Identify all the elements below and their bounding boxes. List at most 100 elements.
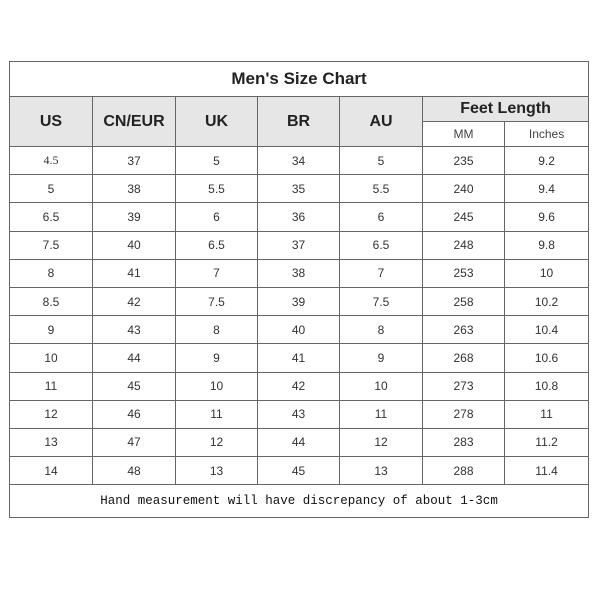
cell-inches: 10	[503, 258, 590, 288]
cell-mm: 288	[422, 456, 505, 486]
header-mm: MM	[422, 121, 505, 147]
table-row: 12 46 11 43 11 278 11	[9, 399, 590, 429]
cell-uk: 5.5	[175, 174, 258, 204]
cell-inches: 10.6	[503, 343, 590, 373]
cell-uk: 13	[175, 456, 258, 486]
cell-au: 13	[339, 456, 423, 486]
cell-uk: 11	[175, 399, 258, 429]
cell-inches: 9.8	[503, 230, 590, 260]
cell-inches: 11.2	[503, 427, 590, 458]
cell-cn-eur: 46	[92, 399, 176, 429]
table-row: 6.5 39 6 36 6 245 9.6	[9, 202, 590, 232]
cell-au: 7.5	[339, 286, 423, 317]
cell-cn-eur: 47	[92, 427, 176, 458]
cell-inches: 9.6	[503, 202, 590, 232]
cell-inches: 9.4	[503, 174, 590, 204]
table-row: 8.5 42 7.5 39 7.5 258 10.2	[9, 286, 590, 317]
cell-cn-eur: 39	[92, 202, 176, 232]
cell-mm: 240	[422, 174, 505, 204]
table-row: 11 45 10 42 10 273 10.8	[9, 371, 590, 401]
cell-us: 14	[9, 456, 93, 486]
cell-mm: 273	[422, 371, 505, 401]
cell-uk: 7	[175, 258, 258, 288]
cell-br: 42	[257, 371, 340, 401]
table-row: 5 38 5.5 35 5.5 240 9.4	[9, 174, 590, 204]
cell-mm: 245	[422, 202, 505, 232]
cell-br: 36	[257, 202, 340, 232]
cell-us: 9	[9, 315, 93, 345]
cell-us: 8	[9, 258, 93, 288]
cell-us: 10	[9, 343, 93, 373]
table-row: 14 48 13 45 13 288 11.4	[9, 456, 590, 486]
cell-mm: 235	[422, 145, 505, 176]
cell-inches: 11	[503, 399, 590, 429]
header-us: US	[9, 96, 93, 147]
cell-mm: 258	[422, 286, 505, 317]
table-row: 13 47 12 44 12 283 11.2	[9, 427, 590, 458]
header-inches: Inches	[503, 121, 590, 147]
cell-mm: 268	[422, 343, 505, 373]
cell-us: 13	[9, 427, 93, 458]
header-br: BR	[257, 96, 340, 147]
cell-cn-eur: 41	[92, 258, 176, 288]
size-chart-table: Men's Size Chart US CN/EUR UK BR AU Feet…	[8, 61, 590, 519]
cell-cn-eur: 37	[92, 145, 176, 176]
cell-br: 40	[257, 315, 340, 345]
cell-us: 6.5	[9, 202, 93, 232]
cell-mm: 248	[422, 230, 505, 260]
cell-mm: 283	[422, 427, 505, 458]
header-uk: UK	[175, 96, 258, 147]
cell-us: 12	[9, 399, 93, 429]
cell-cn-eur: 38	[92, 174, 176, 204]
cell-br: 39	[257, 286, 340, 317]
cell-inches: 10.8	[503, 371, 590, 401]
table-row: 9 43 8 40 8 263 10.4	[9, 315, 590, 345]
table-row: 4.5 37 5 34 5 235 9.2	[9, 145, 590, 176]
cell-au: 10	[339, 371, 423, 401]
table-row: 8 41 7 38 7 253 10	[9, 258, 590, 288]
cell-br: 41	[257, 343, 340, 373]
cell-br: 43	[257, 399, 340, 429]
cell-au: 5.5	[339, 174, 423, 204]
cell-mm: 263	[422, 315, 505, 345]
cell-cn-eur: 42	[92, 286, 176, 317]
cell-au: 6	[339, 202, 423, 232]
cell-br: 44	[257, 427, 340, 458]
cell-us: 7.5	[9, 230, 93, 260]
cell-au: 11	[339, 399, 423, 429]
cell-au: 5	[339, 145, 423, 176]
cell-us: 11	[9, 371, 93, 401]
cell-au: 12	[339, 427, 423, 458]
header-au: AU	[339, 96, 423, 147]
chart-title: Men's Size Chart	[8, 61, 590, 97]
table-row: 10 44 9 41 9 268 10.6	[9, 343, 590, 373]
cell-uk: 7.5	[175, 286, 258, 317]
cell-uk: 10	[175, 371, 258, 401]
cell-au: 8	[339, 315, 423, 345]
cell-us: 4.5	[9, 145, 93, 176]
cell-uk: 9	[175, 343, 258, 373]
cell-inches: 10.4	[503, 315, 590, 345]
cell-au: 9	[339, 343, 423, 373]
cell-uk: 6.5	[175, 230, 258, 260]
cell-cn-eur: 48	[92, 456, 176, 486]
cell-br: 37	[257, 230, 340, 260]
cell-inches: 10.2	[503, 286, 590, 317]
cell-uk: 5	[175, 145, 258, 176]
cell-inches: 11.4	[503, 456, 590, 486]
header-cn-eur: CN/EUR	[92, 96, 176, 147]
table-row: 7.5 40 6.5 37 6.5 248 9.8	[9, 230, 590, 260]
cell-br: 35	[257, 174, 340, 204]
cell-uk: 8	[175, 315, 258, 345]
cell-cn-eur: 45	[92, 371, 176, 401]
cell-cn-eur: 43	[92, 315, 176, 345]
cell-uk: 12	[175, 427, 258, 458]
cell-mm: 253	[422, 258, 505, 288]
cell-br: 38	[257, 258, 340, 288]
cell-au: 6.5	[339, 230, 423, 260]
cell-au: 7	[339, 258, 423, 288]
footer-note: Hand measurement will have discrepancy o…	[8, 484, 590, 519]
cell-uk: 6	[175, 202, 258, 232]
cell-us: 8.5	[9, 286, 93, 317]
header-feet-length: Feet Length	[421, 96, 590, 122]
